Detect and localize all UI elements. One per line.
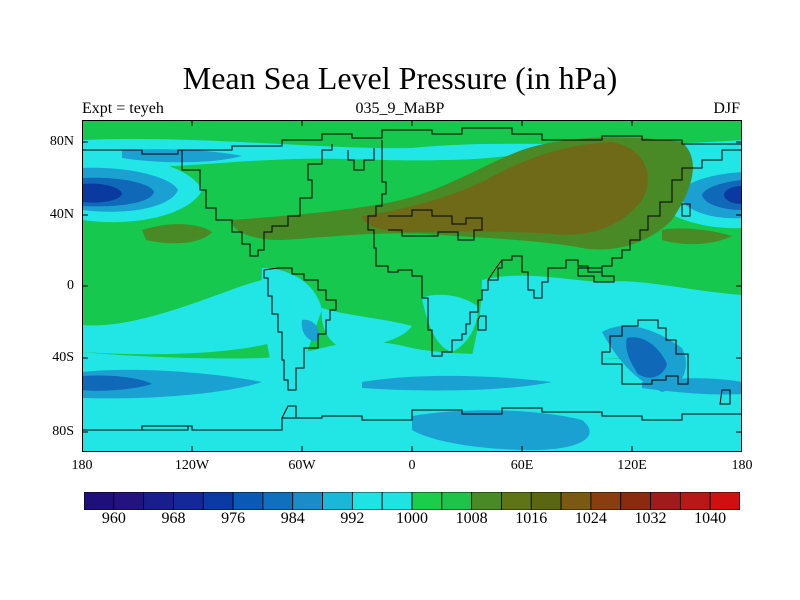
cyan-south-america	[261, 268, 322, 395]
colorbar-box	[471, 492, 502, 510]
coast-south-america	[263, 267, 337, 391]
colorbar-box	[560, 492, 592, 510]
lat-label-80n: 80N	[49, 134, 74, 149]
colorbar-label: 1016	[515, 510, 548, 527]
cyan-south-pacific	[82, 280, 282, 355]
colorbar-box	[709, 492, 740, 510]
experiment-label: Expt = teyeh	[82, 100, 164, 117]
coast-arctic-top	[82, 127, 742, 155]
coast-indonesia	[577, 267, 615, 283]
coast-new-zealand	[719, 389, 731, 405]
colorbar-label: 960	[101, 510, 126, 527]
colorbar-label: 1032	[634, 510, 667, 527]
colorbar-box	[411, 492, 443, 510]
coast-eurasia-africa	[367, 140, 742, 357]
season-label: DJF	[713, 100, 740, 117]
lat-label-40s: 40S	[52, 350, 74, 365]
colorbar-box	[620, 492, 651, 510]
colorbar-box	[322, 492, 353, 510]
lon-label-180w: 180	[71, 458, 93, 473]
lat-label-eq: 0	[67, 278, 74, 293]
coast-mediterranean	[388, 209, 483, 241]
colorbar-box	[84, 492, 115, 510]
colorbar-box	[590, 492, 622, 510]
colorbar-box	[351, 492, 383, 510]
colorbar-label: 1008	[455, 510, 488, 527]
coast-arabia	[487, 259, 503, 281]
blue-dark-core-east	[724, 186, 742, 204]
colorbar	[84, 492, 740, 510]
cyan-africa	[422, 294, 478, 352]
coast-greenland	[347, 148, 375, 171]
lon-label-60w: 60W	[288, 458, 316, 473]
colorbar-box	[143, 492, 174, 510]
lon-label-120e: 120E	[617, 458, 647, 473]
olive-asia-east	[662, 228, 732, 245]
blue-core-south-west	[82, 375, 152, 391]
coast-antarctic-peninsula	[281, 405, 297, 419]
colorbar-box	[679, 492, 711, 510]
colorbar-label: 968	[161, 510, 186, 527]
blue-dark-core-west	[82, 183, 122, 203]
cyan-south-atlantic	[321, 308, 412, 348]
colorbar-box	[113, 492, 145, 510]
cyan-indian-ocean	[472, 275, 742, 359]
coast-south-georgia	[141, 425, 189, 431]
period-label: 035_9_MaBP	[355, 100, 445, 117]
coast-antarctica	[82, 407, 742, 431]
blue-core-south-pacific	[626, 337, 667, 378]
colorbar-label: 1040	[694, 510, 727, 527]
colorbar-box	[650, 492, 681, 510]
colorbar-label: 1000	[396, 510, 428, 527]
blue-southern-ocean-east	[362, 375, 552, 391]
lat-label-80s: 80S	[52, 424, 74, 439]
lat-label-40n: 40N	[49, 207, 74, 222]
brown-asian-high	[362, 142, 648, 235]
pressure-map	[82, 120, 742, 452]
lon-label-180e: 180	[731, 458, 753, 473]
colorbar-box	[530, 492, 562, 510]
coast-madagascar	[477, 315, 487, 331]
colorbar-label: 984	[280, 510, 305, 527]
colorbar-label: 976	[221, 510, 246, 527]
blue-indian-patch	[301, 319, 320, 341]
colorbar-box	[501, 492, 532, 510]
colorbar-label: 1024	[574, 510, 607, 527]
colorbar-label: 992	[340, 510, 365, 527]
coastlines	[82, 127, 742, 431]
coast-australia	[601, 319, 689, 385]
colorbar-box	[232, 492, 264, 510]
chart-title: Mean Sea Level Pressure (in hPa)	[182, 60, 618, 96]
blue-southern-ocean-west	[82, 369, 262, 399]
lon-label-60e: 60E	[510, 458, 534, 473]
map-frame	[82, 120, 742, 452]
colorbar-box	[202, 492, 234, 510]
colorbar-box	[292, 492, 323, 510]
colorbar-box	[381, 492, 413, 510]
colorbar-box	[441, 492, 473, 510]
colorbar-box	[262, 492, 294, 510]
olive-north-pacific	[142, 224, 212, 244]
coast-north-america	[181, 144, 333, 257]
coast-japan	[681, 203, 691, 217]
lon-label-120w: 120W	[174, 458, 210, 473]
blue-antarctic	[412, 410, 590, 450]
colorbar-box	[173, 492, 204, 510]
lon-label-0: 0	[408, 458, 416, 473]
